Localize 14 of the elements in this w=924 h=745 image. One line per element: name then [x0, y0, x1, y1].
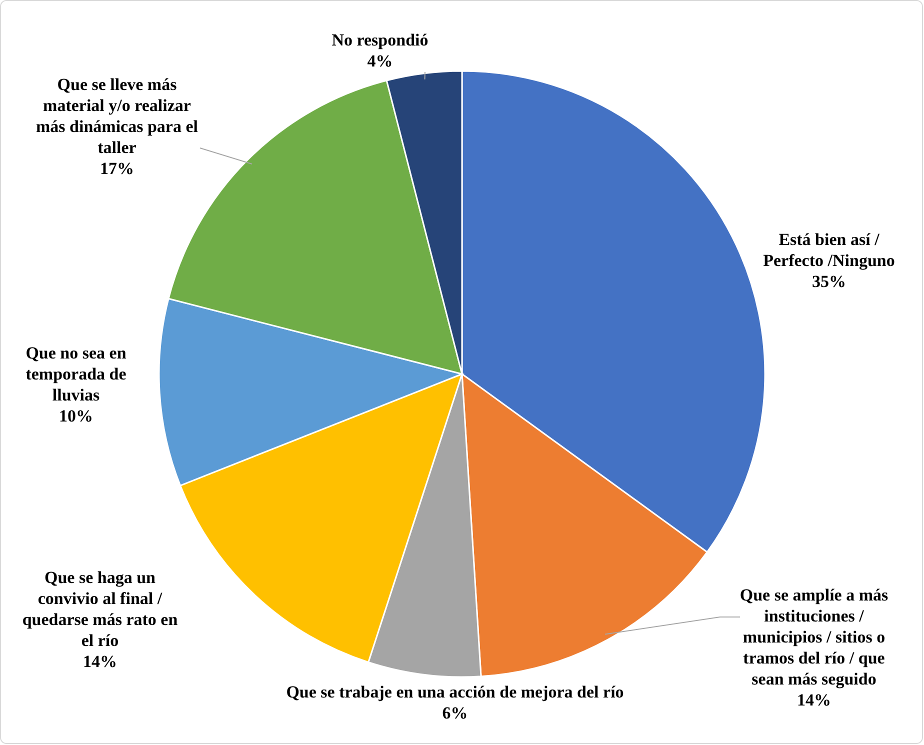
slice-label: Que se lleve más material y/o realizar más dinámicas para el taller [36, 74, 198, 157]
slice-label: Que se haga un convivio al final / quedarse más rato en el río [22, 568, 178, 650]
slice-label: No respondió [332, 30, 428, 50]
data-label: 17% [100, 158, 134, 178]
data-label: 35% [812, 272, 846, 291]
slice-label: Que se trabaje en una acción de mejora del río [286, 682, 624, 702]
slice-label: Está bien así / Perfecto /Ninguno [763, 230, 895, 270]
slice-label: Que no sea en temporada de lluvias [26, 343, 127, 404]
data-label: 4% [367, 51, 393, 70]
slice-label: Que se amplíe a más instituciones / municipios / sitios o tramos del río / que sean más seguido [740, 585, 889, 688]
data-label: 6% [442, 703, 468, 722]
data-label: 14% [797, 690, 831, 710]
data-label: 10% [59, 406, 93, 426]
data-label: 14% [83, 652, 117, 671]
